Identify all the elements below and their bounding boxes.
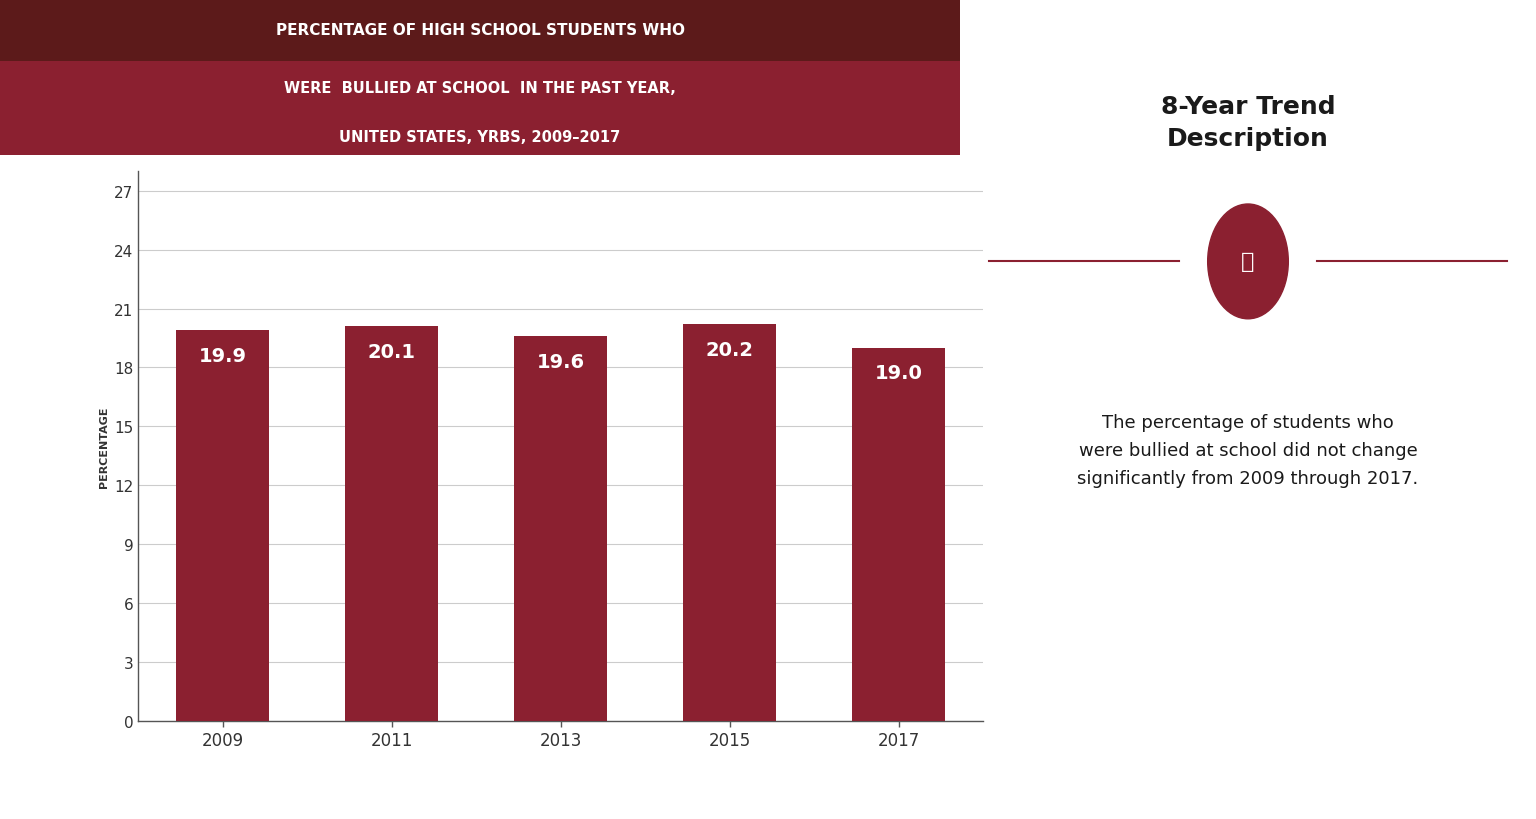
Y-axis label: PERCENTAGE: PERCENTAGE xyxy=(98,405,109,487)
Text: 20.1: 20.1 xyxy=(367,342,416,361)
Text: The percentage of students who
were bullied at school did not change
significant: The percentage of students who were bull… xyxy=(1077,414,1419,487)
Text: 19.9: 19.9 xyxy=(198,346,247,365)
Bar xyxy=(515,337,607,721)
Bar xyxy=(852,348,945,721)
Text: 19.6: 19.6 xyxy=(536,352,585,371)
Text: WERE  BULLIED AT SCHOOL  IN THE PAST YEAR,: WERE BULLIED AT SCHOOL IN THE PAST YEAR, xyxy=(284,80,676,96)
Text: 20.2: 20.2 xyxy=(705,341,754,360)
Text: UNITED STATES, YRBS, 2009–2017: UNITED STATES, YRBS, 2009–2017 xyxy=(339,129,621,145)
Bar xyxy=(177,331,269,721)
FancyBboxPatch shape xyxy=(0,61,960,156)
Text: 📅: 📅 xyxy=(1241,252,1255,272)
Text: 8-Year Trend
Description: 8-Year Trend Description xyxy=(1161,95,1335,151)
Text: PERCENTAGE OF HIGH SCHOOL STUDENTS WHO: PERCENTAGE OF HIGH SCHOOL STUDENTS WHO xyxy=(275,23,685,38)
Bar xyxy=(346,327,438,721)
Text: 19.0: 19.0 xyxy=(874,364,923,383)
Circle shape xyxy=(1207,205,1289,319)
FancyBboxPatch shape xyxy=(0,0,960,61)
Bar xyxy=(684,325,776,721)
